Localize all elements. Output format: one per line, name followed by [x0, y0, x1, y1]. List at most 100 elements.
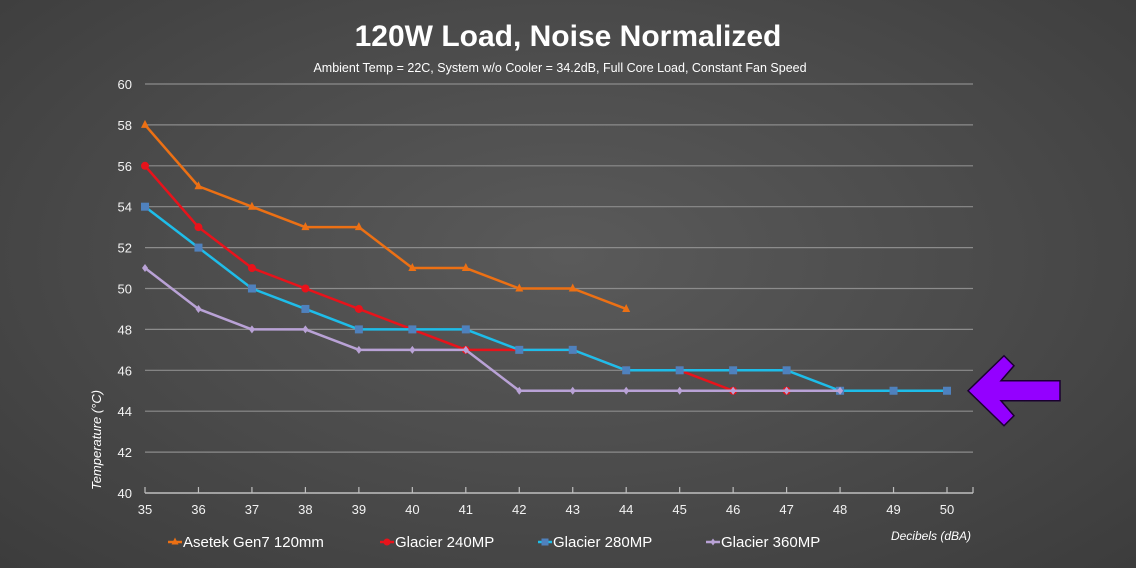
series-glacier-360mp	[142, 264, 844, 395]
x-tick-label: 38	[298, 502, 312, 517]
data-point-diamond	[710, 538, 716, 546]
data-point-triangle	[515, 283, 524, 292]
series-glacier-280mp	[141, 202, 951, 395]
data-point-square	[141, 202, 149, 211]
series-line	[144, 205, 947, 392]
data-point-diamond	[195, 304, 202, 313]
x-tick-label: 39	[352, 502, 366, 517]
data-point-triangle	[247, 201, 256, 210]
legend-label: Glacier 280MP	[553, 534, 652, 551]
data-point-circle	[141, 161, 149, 170]
x-tick-label: 50	[940, 502, 954, 517]
data-point-diamond	[569, 386, 576, 395]
data-point-square	[194, 243, 203, 252]
data-point-square	[515, 345, 524, 354]
y-tick-label: 52	[118, 241, 132, 256]
data-point-square	[408, 325, 417, 334]
data-point-square	[541, 538, 549, 546]
data-point-circle	[354, 304, 363, 313]
left-arrow-icon	[966, 354, 1061, 427]
y-tick-label: 46	[118, 363, 132, 378]
x-tick-label: 42	[512, 502, 526, 517]
x-tick-label: 45	[672, 502, 686, 517]
data-point-circle	[247, 264, 256, 273]
data-point-diamond	[409, 345, 416, 354]
x-tick-label: 49	[886, 502, 900, 517]
x-tick-label: 41	[459, 502, 473, 517]
data-point-circle	[383, 538, 391, 546]
data-point-diamond	[783, 386, 790, 395]
legend-item: Glacier 280MP	[538, 534, 652, 551]
data-point-square	[461, 325, 470, 334]
y-tick-label: 54	[118, 200, 132, 215]
x-axis: 35 36 37 38 39 40 41 42 43 44 45 46 47 48 49 50	[138, 487, 974, 517]
data-point-diamond	[355, 345, 362, 354]
legend: Asetek Gen7 120mm Glacier 240MP Glacier 28…	[168, 534, 820, 551]
data-point-triangle	[568, 283, 577, 292]
gridlines	[145, 83, 973, 453]
x-tick-label: 46	[726, 502, 740, 517]
series-line	[144, 124, 627, 311]
data-point-square	[622, 366, 631, 375]
data-point-triangle	[141, 119, 149, 128]
y-tick-label: 50	[118, 282, 132, 297]
x-tick-label: 36	[191, 502, 205, 517]
data-point-diamond	[516, 386, 523, 395]
data-point-diamond	[248, 325, 255, 334]
data-point-diamond	[730, 386, 737, 395]
data-point-square	[675, 366, 684, 375]
data-point-triangle	[194, 181, 203, 190]
data-point-diamond	[676, 386, 683, 395]
y-tick-label: 48	[118, 322, 132, 337]
x-tick-label: 37	[245, 502, 259, 517]
x-tick-label: 35	[138, 502, 152, 517]
legend-item: Asetek Gen7 120mm	[168, 534, 324, 551]
data-point-circle	[301, 284, 310, 293]
data-point-square	[782, 366, 791, 375]
data-point-square	[247, 284, 256, 293]
x-tick-label: 40	[405, 502, 419, 517]
y-tick-label: 60	[118, 77, 132, 92]
data-point-square	[568, 345, 577, 354]
data-point-triangle	[301, 222, 310, 231]
y-axis-ticks: 40 42 44 46 48 50 52 54 56 58 60	[118, 77, 132, 501]
series-line	[144, 164, 787, 392]
data-point-square	[889, 386, 898, 395]
data-point-triangle	[622, 303, 631, 312]
legend-label: Asetek Gen7 120mm	[183, 534, 324, 551]
data-point-square	[729, 366, 738, 375]
data-point-diamond	[837, 386, 844, 395]
x-axis-label: Decibels (dBA)	[891, 529, 971, 543]
data-point-diamond	[142, 264, 148, 273]
chart-subtitle: Ambient Temp = 22C, System w/o Cooler = …	[313, 61, 807, 75]
annotation-arrow	[966, 354, 1061, 427]
series-group	[141, 119, 951, 395]
data-point-square	[354, 325, 363, 334]
legend-item: Glacier 360MP	[706, 534, 820, 551]
chart-title: 120W Load, Noise Normalized	[354, 20, 782, 53]
series-asetek-gen7-120mm	[141, 119, 631, 312]
legend-label: Glacier 240MP	[395, 534, 494, 551]
data-point-triangle	[354, 222, 363, 231]
data-point-square	[943, 386, 951, 395]
x-tick-label: 47	[779, 502, 793, 517]
data-point-square	[301, 304, 310, 313]
x-tick-label: 44	[619, 502, 633, 517]
data-point-diamond	[462, 345, 469, 354]
data-point-diamond	[623, 386, 630, 395]
y-tick-label: 42	[118, 445, 132, 460]
data-point-triangle	[408, 263, 417, 272]
data-point-triangle	[461, 263, 470, 272]
y-tick-label: 44	[118, 404, 132, 419]
data-point-circle	[194, 223, 203, 232]
y-tick-label: 56	[118, 159, 132, 174]
legend-label: Glacier 360MP	[721, 534, 820, 551]
y-axis-label: Temperature (°C)	[89, 390, 104, 490]
data-point-triangle	[171, 537, 179, 545]
y-tick-label: 40	[118, 486, 132, 501]
y-tick-label: 58	[118, 118, 132, 133]
x-tick-label: 43	[565, 502, 579, 517]
series-line	[144, 267, 841, 392]
data-point-diamond	[302, 325, 309, 334]
